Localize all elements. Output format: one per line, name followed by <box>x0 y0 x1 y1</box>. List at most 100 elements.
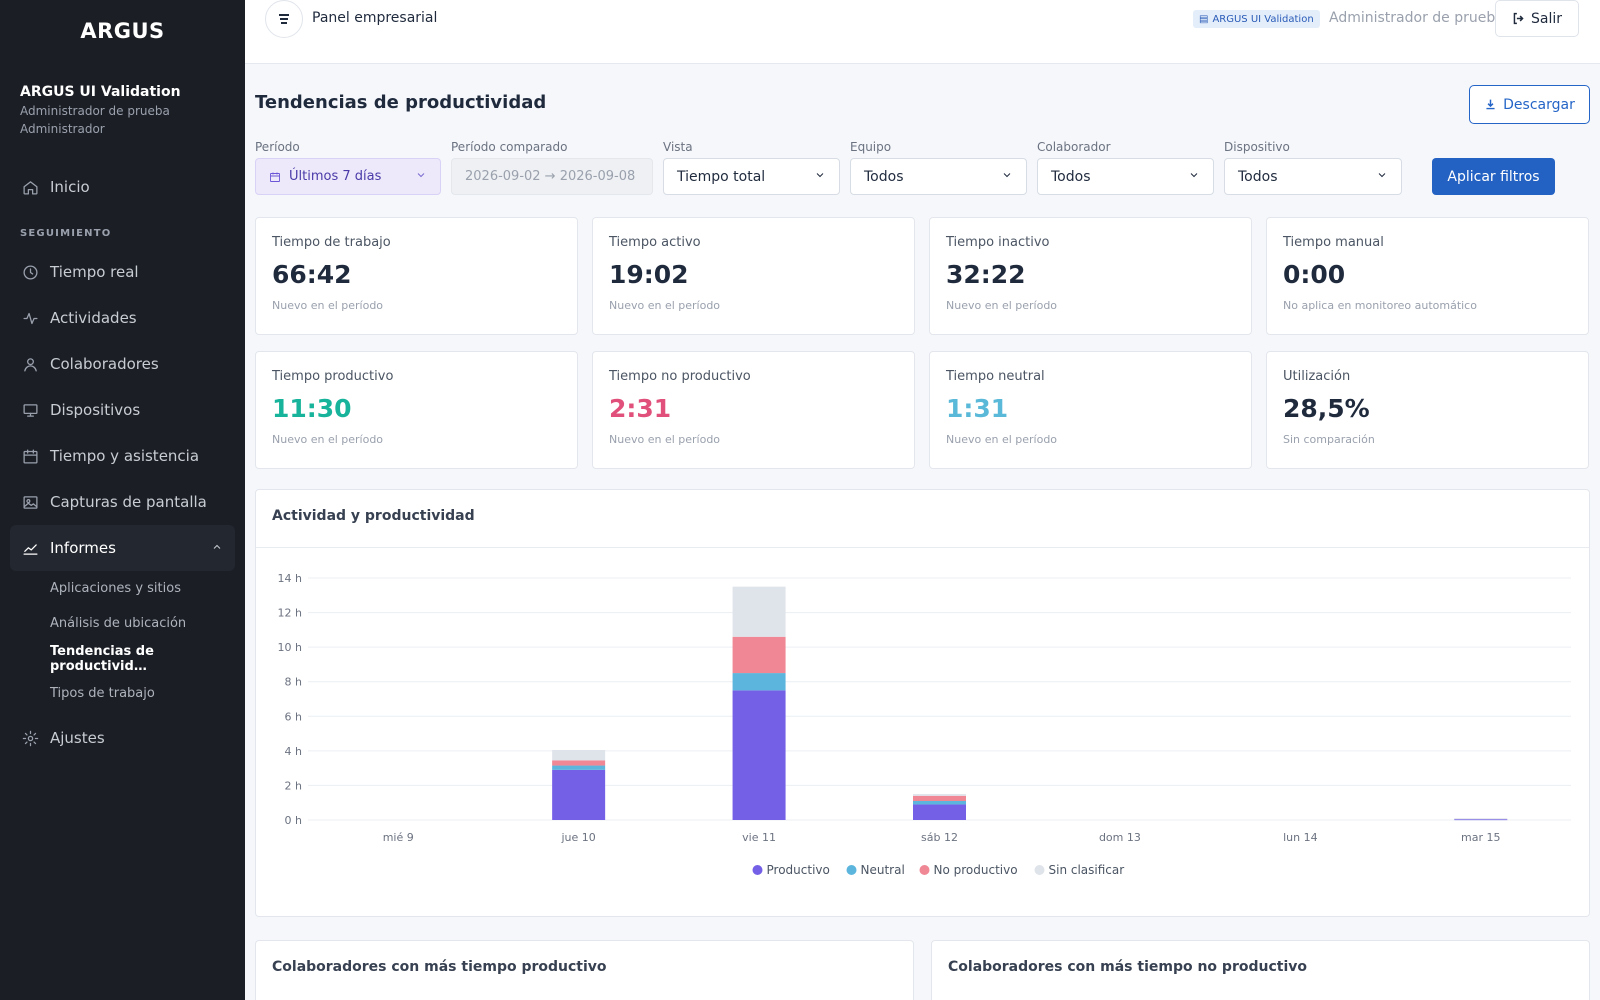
stat-value: 2:31 <box>609 394 672 423</box>
stat-subtext: Nuevo en el período <box>946 433 1058 446</box>
stat-subtext: Nuevo en el período <box>609 299 721 312</box>
stat-label: Tiempo productivo <box>272 369 394 384</box>
bar-segment-1-1[interactable] <box>552 765 606 770</box>
bar-segment-2-3[interactable] <box>913 795 966 801</box>
org-badge-label: ARGUS UI Validation <box>1212 13 1314 25</box>
stat-value: 1:31 <box>946 394 1009 423</box>
legend-marker[interactable] <box>752 865 763 875</box>
stat-subtext: Sin comparación <box>1283 433 1375 446</box>
bar-segment-1-2[interactable] <box>732 673 786 691</box>
chart-line-icon <box>20 538 40 558</box>
team-select[interactable]: Todos <box>850 158 1027 195</box>
page-title: Tendencias de productividad <box>255 92 547 113</box>
stat-card-tiempo-activo: Tiempo activo 19:02 Nuevo en el período <box>592 217 915 335</box>
bar-segment-3-3[interactable] <box>913 794 966 796</box>
download-button[interactable]: Descargar <box>1469 85 1590 124</box>
stat-card-tiempo-inactivo: Tiempo inactivo 32:22 Nuevo en el período <box>929 217 1252 335</box>
image-icon <box>20 492 40 512</box>
sidebar-subitem-tipos-trabajo[interactable]: Tipos de trabajo <box>50 686 155 701</box>
bar-segment-0-2[interactable] <box>732 690 786 820</box>
bar-segment-0-1[interactable] <box>552 769 606 820</box>
filter-label: Colaborador <box>1037 140 1111 154</box>
stat-subtext: No aplica en monitoreo automático <box>1283 299 1477 312</box>
legend-marker[interactable] <box>1034 865 1045 875</box>
stat-label: Utilización <box>1283 369 1351 384</box>
filter-label: Equipo <box>850 140 892 154</box>
y-tick-label: 0 h <box>285 814 302 827</box>
logout-label: Salir <box>1530 10 1562 27</box>
stat-card-tiempo-no-productivo: Tiempo no productivo 2:31 Nuevo en el perí… <box>592 351 915 469</box>
bar-segment-0-6[interactable] <box>1454 819 1508 821</box>
sidebar-item-colaboradores[interactable]: Colaboradores <box>0 341 245 387</box>
sidebar-subitem-tendencias[interactable]: Tendencias de productivid… <box>50 643 154 674</box>
bar-segment-1-3[interactable] <box>913 800 966 805</box>
download-label: Descargar <box>1503 96 1575 113</box>
sidebar-item-capturas[interactable]: Capturas de pantalla <box>0 479 245 525</box>
x-tick-label: sáb 12 <box>921 831 958 844</box>
bar-segment-0-3[interactable] <box>913 804 966 820</box>
sidebar-item-label: Dispositivos <box>50 401 141 419</box>
legend-label[interactable]: No productivo <box>934 863 1018 877</box>
panel-title: Panel empresarial <box>312 10 438 26</box>
sidebar-item-tiempo-asistencia[interactable]: Tiempo y asistencia <box>0 433 245 479</box>
x-tick-label: mié 9 <box>383 831 414 844</box>
bar-segment-3-2[interactable] <box>732 586 786 637</box>
sidebar-item-informes[interactable]: Informes <box>10 525 235 571</box>
user-label: Administrador de prueba <box>1329 10 1504 26</box>
chevron-down-icon <box>1188 169 1200 185</box>
bar-segment-2-1[interactable] <box>552 760 606 766</box>
stat-value: 32:22 <box>946 260 1026 289</box>
legend-label[interactable]: Neutral <box>861 863 905 877</box>
filter-label: Período comparado <box>451 140 568 154</box>
sidebar-item-label: Informes <box>50 539 116 557</box>
bar-segment-3-1[interactable] <box>552 749 606 761</box>
chevron-down-icon <box>1376 169 1388 185</box>
sidebar-item-ajustes[interactable]: Ajustes <box>0 715 245 761</box>
team-value: Todos <box>864 168 904 185</box>
stat-subtext: Nuevo en el período <box>272 433 384 446</box>
filter-compare: Período comparado 2026-09-02 → 2026-09-0… <box>451 140 653 195</box>
sidebar-item-dispositivos[interactable]: Dispositivos <box>0 387 245 433</box>
top-unproductive-card: Colaboradores con más tiempo no producti… <box>931 940 1590 1000</box>
stat-label: Tiempo no productivo <box>609 369 751 384</box>
chevron-down-icon <box>415 169 427 185</box>
user-role: Administrador <box>20 122 105 136</box>
device-select[interactable]: Todos <box>1224 158 1402 195</box>
chevron-up-icon <box>211 539 223 557</box>
bar-segment-3-6[interactable] <box>1454 818 1508 820</box>
logout-button[interactable]: Salir <box>1495 0 1579 37</box>
y-tick-label: 10 h <box>278 641 302 654</box>
chevron-down-icon <box>1001 169 1013 185</box>
period-select[interactable]: Últimos 7 días <box>255 158 441 195</box>
filter-label: Dispositivo <box>1224 140 1290 154</box>
stat-value: 0:00 <box>1283 260 1346 289</box>
stat-card-utilizacion: Utilización 28,5% Sin comparación <box>1266 351 1589 469</box>
view-select[interactable]: Tiempo total <box>663 158 840 195</box>
sidebar-subitem-ubicacion[interactable]: Análisis de ubicación <box>50 616 187 631</box>
brand-logo[interactable]: ARGUS <box>80 19 165 43</box>
legend-marker[interactable] <box>846 865 857 875</box>
bar-segment-2-2[interactable] <box>732 636 786 674</box>
sidebar-item-tiempo-real[interactable]: Tiempo real <box>0 249 245 295</box>
sidebar-item-label: Actividades <box>50 309 137 327</box>
home-icon <box>20 177 40 197</box>
download-icon <box>1486 99 1495 110</box>
stacked-bar-chart: 0 h 2 h 4 h 6 h 8 h 10 h 12 h 14 h mié 9 jue 10 vi… <box>278 572 1571 877</box>
sidebar-subitem-aplicaciones[interactable]: Aplicaciones y sitios <box>50 581 181 596</box>
sidebar-item-inicio[interactable]: Inicio <box>0 164 245 210</box>
x-tick-label: dom 13 <box>1099 831 1141 844</box>
clock-icon <box>20 262 40 282</box>
y-tick-label: 8 h <box>285 676 302 689</box>
stat-label: Tiempo manual <box>1283 235 1384 250</box>
chevron-down-icon <box>814 169 826 185</box>
apply-filters-button[interactable]: Aplicar filtros <box>1432 158 1555 195</box>
monitor-icon <box>20 400 40 420</box>
legend-label[interactable]: Sin clasificar <box>1049 863 1125 877</box>
chart-title: Actividad y productividad <box>272 508 475 524</box>
building-icon: ▤ <box>1199 13 1209 25</box>
menu-toggle-button[interactable] <box>265 0 303 38</box>
legend-marker[interactable] <box>919 865 930 875</box>
legend-label[interactable]: Productivo <box>767 863 830 877</box>
sidebar-item-actividades[interactable]: Actividades <box>0 295 245 341</box>
collaborator-select[interactable]: Todos <box>1037 158 1214 195</box>
